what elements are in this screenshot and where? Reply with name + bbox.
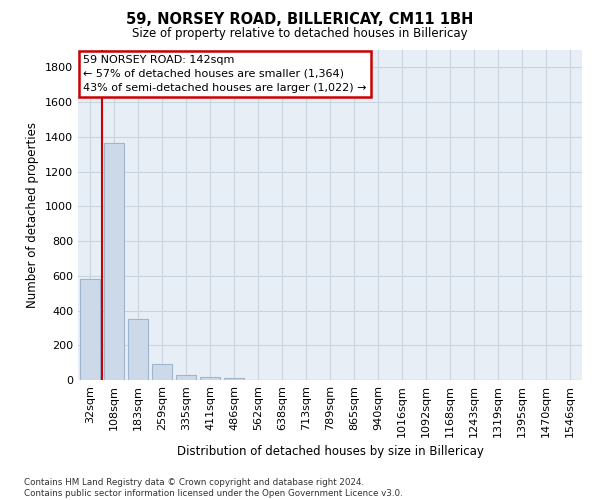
X-axis label: Distribution of detached houses by size in Billericay: Distribution of detached houses by size … bbox=[176, 445, 484, 458]
Text: 59 NORSEY ROAD: 142sqm
← 57% of detached houses are smaller (1,364)
43% of semi-: 59 NORSEY ROAD: 142sqm ← 57% of detached… bbox=[83, 55, 367, 93]
Y-axis label: Number of detached properties: Number of detached properties bbox=[26, 122, 40, 308]
Bar bbox=[152, 364, 172, 380]
Bar bbox=[224, 378, 244, 380]
Text: 59, NORSEY ROAD, BILLERICAY, CM11 1BH: 59, NORSEY ROAD, BILLERICAY, CM11 1BH bbox=[127, 12, 473, 28]
Bar bbox=[128, 319, 148, 380]
Bar bbox=[104, 143, 124, 380]
Text: Contains HM Land Registry data © Crown copyright and database right 2024.: Contains HM Land Registry data © Crown c… bbox=[24, 478, 364, 487]
Text: Size of property relative to detached houses in Billericay: Size of property relative to detached ho… bbox=[132, 28, 468, 40]
Text: Contains public sector information licensed under the Open Government Licence v3: Contains public sector information licen… bbox=[24, 488, 403, 498]
Bar bbox=[80, 280, 100, 380]
Bar bbox=[200, 377, 220, 380]
Bar bbox=[176, 375, 196, 380]
